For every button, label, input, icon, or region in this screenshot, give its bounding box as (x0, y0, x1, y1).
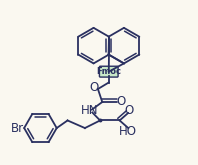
Text: Br: Br (11, 122, 24, 134)
Text: HO: HO (119, 125, 137, 138)
Text: HN: HN (81, 104, 98, 117)
Text: Fmoc: Fmoc (96, 67, 121, 76)
Text: O: O (125, 104, 134, 117)
Text: O: O (117, 95, 126, 108)
FancyBboxPatch shape (99, 66, 118, 77)
Text: O: O (89, 81, 99, 94)
